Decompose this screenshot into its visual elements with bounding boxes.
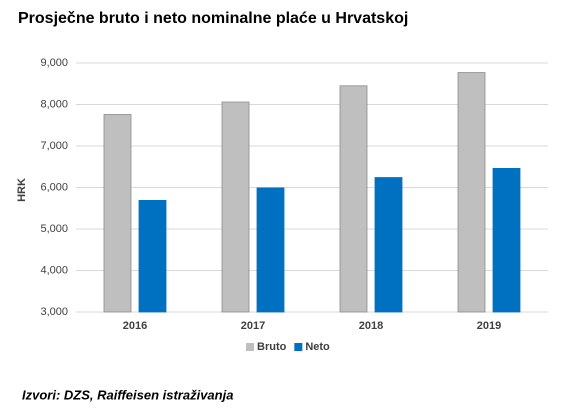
x-tick-label: 2018	[359, 320, 383, 332]
x-tick-label: 2019	[477, 320, 501, 332]
y-tick-label: 8,000	[40, 98, 68, 110]
y-tick-label: 9,000	[40, 57, 68, 69]
bar	[374, 177, 403, 313]
legend-swatch	[246, 343, 254, 351]
bar	[457, 72, 486, 313]
x-tick-label: 2016	[123, 320, 147, 332]
y-axis-label: HRK	[16, 178, 28, 202]
legend-label: Bruto	[257, 341, 287, 353]
y-tick-label: 4,000	[40, 264, 68, 276]
legend-swatch	[294, 343, 303, 351]
bar	[221, 101, 250, 313]
bar	[339, 85, 368, 313]
legend-label: Neto	[305, 341, 330, 353]
bar	[138, 199, 167, 313]
y-tick-label: 5,000	[40, 223, 68, 235]
x-tick-label: 2017	[241, 320, 265, 332]
bar	[103, 114, 132, 313]
y-tick-label: 3,000	[40, 306, 68, 318]
chart-title: Prosječne bruto i neto nominalne plaće u…	[18, 10, 408, 27]
bar	[256, 187, 285, 313]
y-tick-label: 7,000	[40, 140, 68, 152]
source-note: Izvori: DZS, Raiffeisen istraživanja	[22, 387, 233, 402]
y-tick-label: 6,000	[40, 181, 68, 193]
bar	[492, 168, 521, 313]
